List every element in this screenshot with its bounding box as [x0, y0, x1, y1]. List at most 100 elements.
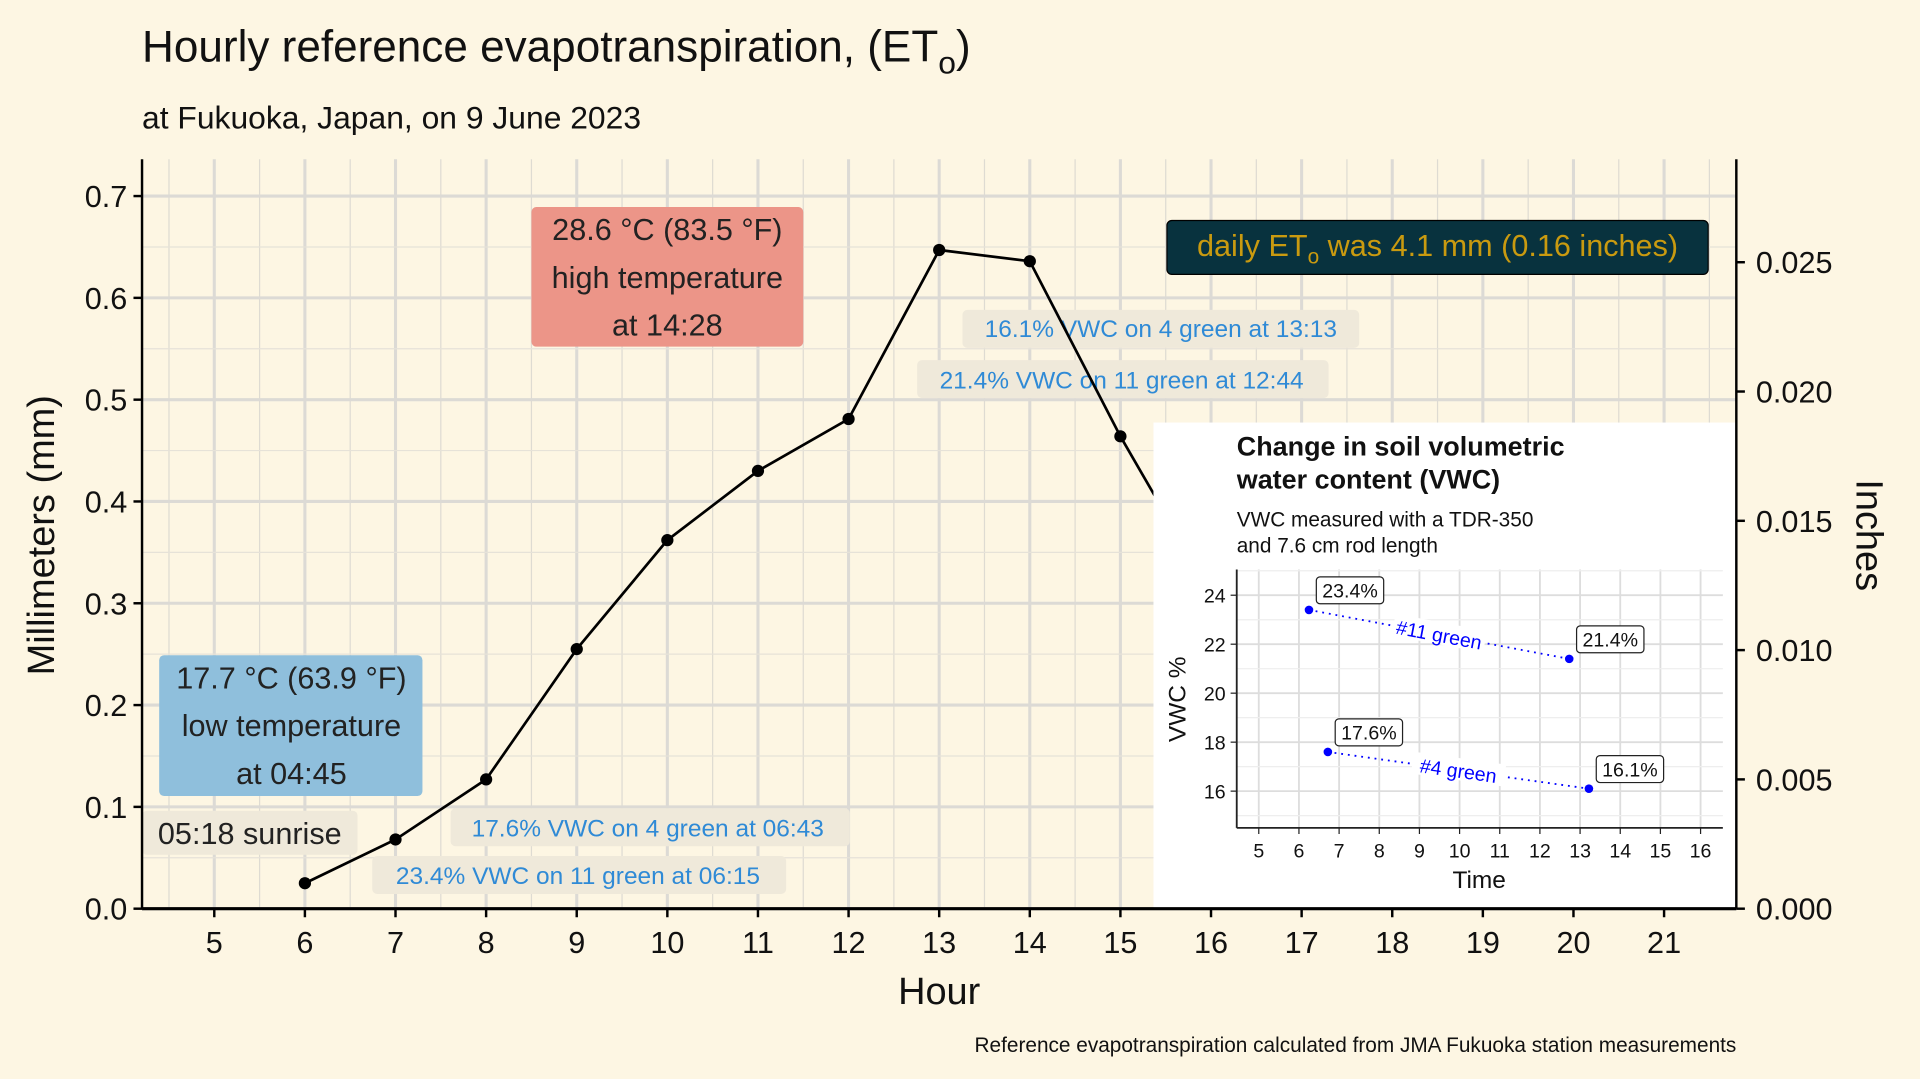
vwc-label-bg: [917, 360, 1329, 399]
x-tick-label: 5: [206, 926, 223, 960]
x-tick-label: 19: [1466, 926, 1500, 960]
inset-x-tick-label: 8: [1374, 840, 1385, 862]
vwc-label: 16.1% VWC on 4 green at 13:13: [985, 316, 1337, 343]
inset-point-label: 17.6%: [1341, 723, 1397, 745]
vwc-inset: Change in soil volumetric water content …: [1153, 422, 1737, 909]
daily-box: [1166, 219, 1709, 276]
vwc-label: 17.6% VWC on 4 green at 06:43: [472, 815, 824, 842]
inset-point: [1584, 784, 1594, 793]
inset-subtitle-1: VWC measured with a TDR-350: [1237, 509, 1534, 532]
y2-tick-label: 0.005: [1756, 763, 1833, 797]
sunrise-box: [142, 810, 358, 855]
x-tick-label: 12: [832, 926, 866, 960]
x-tick-label: 9: [568, 926, 585, 960]
inset-y-tick-label: 18: [1204, 732, 1226, 754]
inset-x-tick-label: 15: [1650, 840, 1672, 862]
x-axis-label: Hour: [898, 971, 980, 1013]
y2-tick-label: 0.020: [1756, 376, 1833, 410]
high-temp-line2: high temperature: [552, 261, 783, 295]
inset-point-label-box: [1595, 755, 1665, 784]
y-tick-label: 0.2: [85, 689, 128, 723]
et-point: [751, 464, 765, 478]
inset-x-axis-label: Time: [1452, 867, 1505, 894]
inset-x-tick-label: 13: [1569, 840, 1591, 862]
high-temp-box: [531, 207, 804, 347]
y-tick-label: 0.4: [85, 485, 128, 519]
inset-point: [1323, 747, 1333, 757]
x-tick-label: 11: [742, 926, 774, 960]
inset-y-tick-label: 16: [1204, 781, 1226, 803]
et-point: [661, 534, 674, 547]
y2-tick-label: 0.000: [1756, 893, 1833, 927]
inset-title: Change in soil volumetric water content …: [1236, 431, 1565, 495]
x-tick-label: 20: [1556, 926, 1590, 960]
axes: 5 6 7 8 9 10 11 12 13 14 15 16 17 18 19 20 21 0.0 0.1 0.2 0.…: [85, 159, 1833, 960]
inset-point-label-box: [1315, 576, 1385, 605]
inset-series-label-bg: [1410, 751, 1507, 787]
inset-title-wrap: Change in soil volumetric water content …: [1236, 431, 1565, 495]
x-tick-label: 15: [1103, 926, 1137, 960]
y-tick-label: 0.7: [85, 180, 128, 214]
inset-x-tick-label: 11: [1490, 840, 1510, 862]
low-temp-line1: 17.7 °C (63.9 °F): [176, 661, 406, 695]
y-tick-label: 0.3: [85, 587, 128, 621]
inset-point-label-box: [1575, 625, 1645, 654]
vwc-label: 23.4% VWC on 11 green at 06:15: [396, 863, 760, 890]
et-point: [1114, 430, 1127, 443]
inset-y-tick-label: 24: [1204, 586, 1226, 608]
annotations: 28.6 °C (83.5 °F) high temperature at 14…: [142, 207, 1360, 894]
inset-series-label-bg: [1391, 613, 1488, 653]
inset-point-label-box: [1334, 718, 1404, 747]
chart-title: Hourly reference evapotranspiration, (ET…: [142, 22, 971, 80]
inset-x-tick-label: 16: [1690, 840, 1712, 862]
x-tick-label: 14: [1013, 926, 1047, 960]
x-tick-label: 8: [478, 926, 495, 960]
inset-x-tick-label: 14: [1609, 840, 1631, 862]
y-tick-label: 0.0: [85, 893, 128, 927]
inset-x-tick-label: 6: [1293, 840, 1304, 862]
vwc-label-bg: [450, 808, 850, 847]
chart-subtitle: at Fukuoka, Japan, on 9 June 2023: [142, 100, 641, 136]
x-tick-label: 13: [922, 926, 956, 960]
et-point: [1023, 255, 1036, 268]
high-temp-line3: at 14:28: [612, 309, 723, 343]
caption: Reference evapotranspiration calculated …: [975, 1034, 1737, 1057]
x-tick-label: 17: [1285, 926, 1319, 960]
y-tick-label: 0.6: [85, 282, 128, 316]
vwc-label-bg: [962, 309, 1360, 348]
x-tick-label: 18: [1375, 926, 1409, 960]
y2-tick-label: 0.025: [1756, 246, 1833, 280]
y-tick-label: 0.5: [85, 384, 128, 418]
x-tick-label: 21: [1647, 926, 1681, 960]
et-point: [842, 412, 855, 426]
et-point: [570, 642, 583, 656]
et-point: [480, 773, 493, 786]
x-tick-label: 16: [1194, 926, 1228, 960]
daily-total-label: daily ETo was 4.1 mm (0.16 inches): [1166, 219, 1709, 276]
sunrise-label: 05:18 sunrise: [158, 817, 342, 851]
high-temp-line1: 28.6 °C (83.5 °F): [552, 213, 782, 247]
daily-text: daily ETo was 4.1 mm (0.16 inches): [1197, 229, 1678, 268]
x-tick-label: 6: [296, 926, 313, 960]
inset-x-tick-label: 12: [1529, 840, 1551, 862]
low-temp-box: [159, 655, 423, 797]
y-axis-label: Millimeters (mm): [21, 395, 63, 675]
inset-x-tick-label: 7: [1334, 840, 1345, 862]
inset-x-tick-label: 9: [1414, 840, 1425, 862]
inset-y-tick-label: 20: [1204, 684, 1226, 706]
x-tick-label: 10: [650, 926, 684, 960]
et-point: [389, 833, 402, 846]
x-tick-label: 7: [387, 926, 404, 960]
y2-axis-label: Inches: [1847, 479, 1889, 591]
inset-point: [1564, 654, 1574, 664]
y2-tick-label: 0.010: [1756, 634, 1833, 668]
et-point: [298, 877, 312, 890]
et-point: [933, 243, 946, 257]
low-temp-line2: low temperature: [182, 709, 401, 743]
vwc-label-bg: [372, 856, 787, 894]
low-temp-line3: at 04:45: [236, 757, 347, 791]
inset-subtitle-2: and 7.6 cm rod length: [1237, 534, 1438, 557]
vwc-label: 21.4% VWC on 11 green at 12:44: [940, 367, 1304, 394]
inset-point-label: 21.4%: [1583, 630, 1639, 652]
